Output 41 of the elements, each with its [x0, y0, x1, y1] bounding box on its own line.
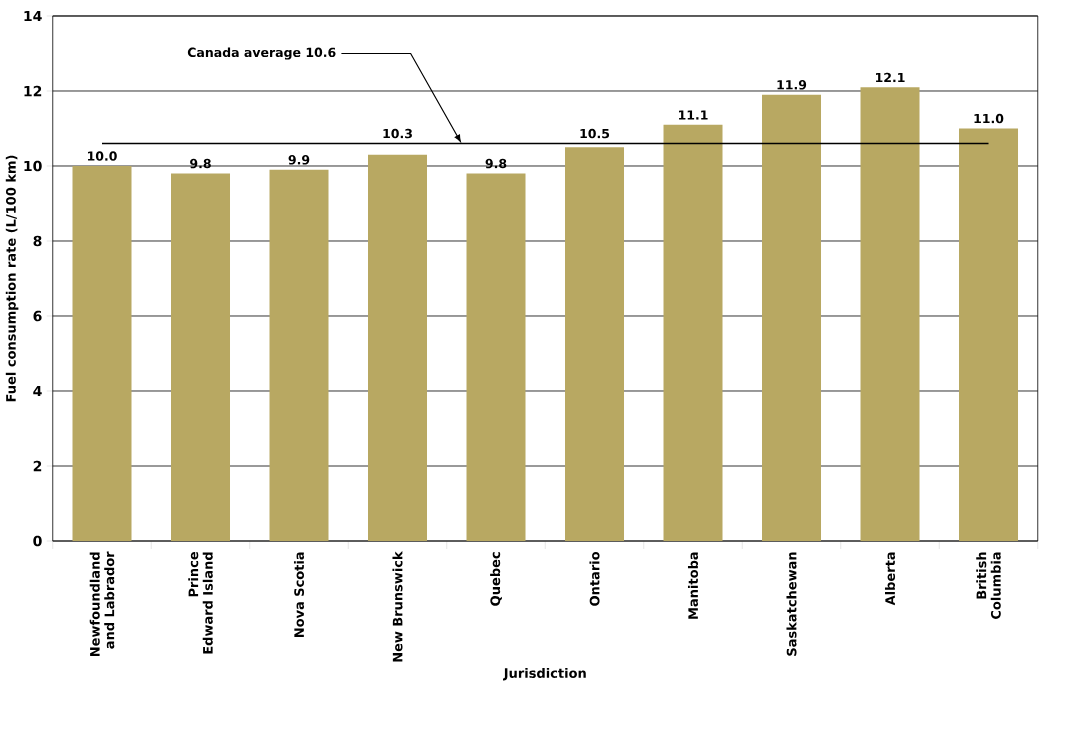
data-label: 10.0 — [87, 151, 117, 161]
bar — [663, 124, 723, 541]
bar — [171, 173, 230, 541]
bar — [72, 166, 132, 541]
data-label: 11.9 — [777, 80, 807, 90]
bar — [466, 173, 526, 541]
data-label: 11.0 — [974, 113, 1004, 124]
data-label: 10.3 — [383, 128, 412, 139]
ref-line-label: Canada average 10.6 — [187, 47, 336, 60]
x-tick-label: Alberta — [884, 552, 896, 606]
y-axis-title: Fuel consumption rate (L/100 km) — [5, 155, 19, 402]
data-label: 12.1 — [876, 72, 905, 83]
bar — [860, 87, 920, 541]
x-tick-label: Ontario — [589, 551, 600, 606]
y-tick-label: 14 — [24, 10, 42, 22]
x-tick-label: Saskatchewan — [786, 552, 797, 656]
x-tick-label: Manitoba — [687, 552, 699, 619]
bar — [269, 169, 329, 541]
x-tick-label: Newfoundland and Labrador — [89, 551, 115, 657]
x-tick-label: New Brunswick — [392, 551, 403, 662]
bar — [762, 94, 822, 541]
x-tick-label: Quebec — [490, 552, 502, 606]
data-label: 9.8 — [190, 158, 211, 169]
y-tick-label: 2 — [33, 460, 42, 472]
bar — [565, 147, 625, 541]
bar — [959, 128, 1019, 541]
data-label: 11.1 — [678, 110, 708, 120]
x-tick-label: British Columbia — [976, 552, 1001, 619]
x-axis-title: Jurisdiction — [503, 667, 586, 681]
y-tick-label: 4 — [33, 385, 42, 397]
y-tick-label: 10 — [24, 160, 42, 172]
y-tick-label: 6 — [33, 310, 42, 322]
bar — [368, 154, 427, 541]
data-label: 9.8 — [485, 158, 507, 169]
y-tick-label: 8 — [33, 235, 42, 247]
data-label: 9.9 — [288, 155, 310, 165]
y-tick-label: 0 — [33, 535, 42, 547]
data-label: 10.5 — [580, 128, 610, 139]
x-tick-label: Nova Scotia — [293, 552, 305, 638]
y-tick-label: 12 — [24, 85, 42, 97]
x-tick-label: Prince Edward Island — [188, 551, 213, 654]
